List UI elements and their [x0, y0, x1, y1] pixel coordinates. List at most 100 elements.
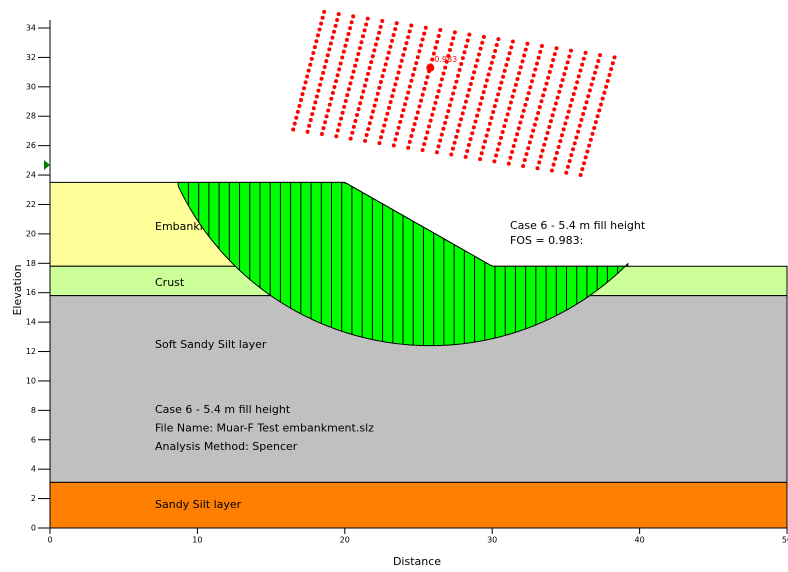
grid-center [559, 133, 564, 138]
grid-center [443, 65, 448, 70]
grid-center [398, 119, 403, 124]
grid-center [363, 138, 368, 143]
grid-center [579, 117, 584, 122]
grid-center [294, 115, 299, 120]
grid-center [431, 106, 436, 111]
grid-center [444, 59, 449, 64]
grid-center [447, 47, 452, 52]
grid-center [370, 109, 375, 114]
grid-center [460, 56, 465, 61]
y-tick-label: 16 [26, 288, 36, 297]
grid-center [537, 105, 542, 110]
grid-center [540, 148, 545, 153]
grid-center [411, 72, 416, 77]
grid-center [344, 37, 349, 42]
grid-center [443, 120, 448, 125]
grid-center [364, 132, 369, 137]
grid-center [533, 67, 538, 72]
y-tick-label: 6 [31, 435, 36, 444]
grid-center [573, 86, 578, 91]
grid-center [415, 110, 420, 115]
grid-center [497, 86, 502, 91]
layer-label: Sandy Silt layer [155, 498, 242, 511]
x-tick-label: 0 [47, 536, 52, 545]
grid-center [343, 99, 348, 104]
grid-center [547, 69, 552, 74]
grid-center [609, 67, 614, 72]
grid-center [314, 39, 319, 44]
grid-center [357, 46, 362, 51]
grid-center [589, 82, 594, 87]
grid-center [398, 64, 403, 69]
grid-center [539, 99, 544, 104]
grid-center [369, 115, 374, 120]
grid-center [486, 127, 491, 132]
grid-center [393, 137, 398, 142]
grid-center [431, 51, 436, 56]
grid-center [499, 80, 504, 85]
marker [44, 160, 50, 170]
grid-center [308, 62, 313, 67]
grid-center [537, 160, 542, 165]
grid-center [385, 56, 390, 61]
grid-center [552, 107, 557, 112]
grid-center [409, 23, 414, 28]
grid-center [552, 52, 557, 57]
grid-center [380, 74, 385, 79]
grid-center [303, 80, 308, 85]
grid-center [404, 41, 409, 46]
grid-center [322, 9, 327, 14]
grid-center [588, 137, 593, 142]
note-line: File Name: Muar-F Test embankment.slz [155, 422, 374, 435]
grid-center [327, 102, 332, 107]
grid-center [565, 164, 570, 169]
y-tick-label: 32 [26, 53, 36, 62]
grid-center [319, 76, 324, 81]
grid-center [367, 66, 372, 70]
grid-center [524, 152, 529, 157]
grid-center [511, 144, 516, 149]
grid-center [586, 94, 591, 99]
grid-center [574, 135, 579, 140]
grid-center [422, 142, 427, 147]
grid-center [311, 106, 316, 111]
grid-center [295, 109, 300, 114]
grid-center [534, 116, 539, 121]
grid-center [439, 77, 444, 82]
grid-center [521, 163, 526, 168]
grid-center [324, 59, 329, 64]
grid-center [468, 81, 473, 86]
grid-center [470, 131, 475, 136]
layer-label: Soft Sandy Silt layer [155, 338, 267, 351]
grid-center [472, 70, 477, 75]
grid-center [553, 101, 558, 106]
x-tick-label: 40 [635, 536, 645, 545]
grid-center [335, 73, 340, 78]
grid-center [590, 131, 595, 136]
grid-center [358, 101, 363, 106]
grid-center [422, 31, 427, 36]
grid-center [568, 103, 573, 108]
grid-center [607, 73, 612, 78]
grid-center [554, 150, 559, 155]
grid-center [441, 71, 446, 76]
grid-center [348, 136, 353, 141]
grid-center [362, 28, 367, 33]
grid-center [395, 131, 400, 136]
grid-center [418, 43, 423, 48]
grid-center [414, 116, 419, 121]
grid-center [598, 53, 603, 58]
grid-center [449, 42, 454, 47]
grid-center [390, 94, 395, 99]
grid-center [456, 73, 461, 78]
grid-center [305, 74, 310, 79]
grid-center [323, 120, 328, 125]
grid-center [592, 70, 597, 75]
grid-center [324, 114, 329, 119]
grid-center [423, 81, 428, 85]
grid-center [486, 72, 491, 77]
grid-center [496, 92, 501, 97]
grid-center [446, 53, 451, 58]
grid-center [549, 168, 554, 173]
grid-center [430, 57, 435, 62]
